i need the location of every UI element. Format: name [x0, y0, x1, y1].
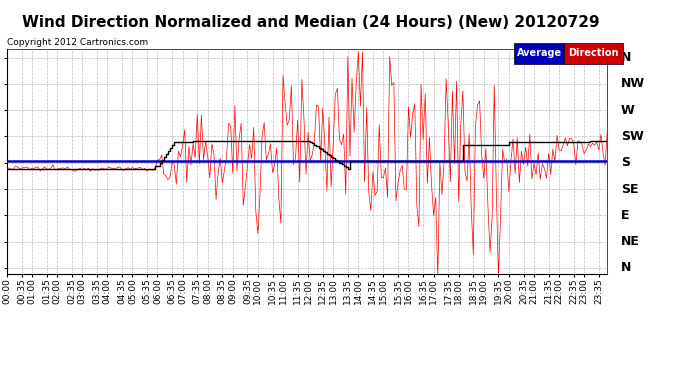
Text: W: W — [621, 104, 635, 117]
Text: NW: NW — [621, 77, 645, 90]
Text: NE: NE — [621, 235, 640, 248]
Text: S: S — [621, 156, 630, 169]
Text: Wind Direction Normalized and Median (24 Hours) (New) 20120729: Wind Direction Normalized and Median (24… — [21, 15, 600, 30]
Text: SE: SE — [621, 183, 638, 195]
Text: Direction: Direction — [569, 48, 619, 58]
Text: N: N — [621, 51, 631, 64]
Text: Average: Average — [517, 48, 562, 58]
Text: N: N — [621, 261, 631, 274]
Text: SW: SW — [621, 130, 644, 143]
Text: Copyright 2012 Cartronics.com: Copyright 2012 Cartronics.com — [7, 38, 148, 47]
Text: E: E — [621, 209, 629, 222]
